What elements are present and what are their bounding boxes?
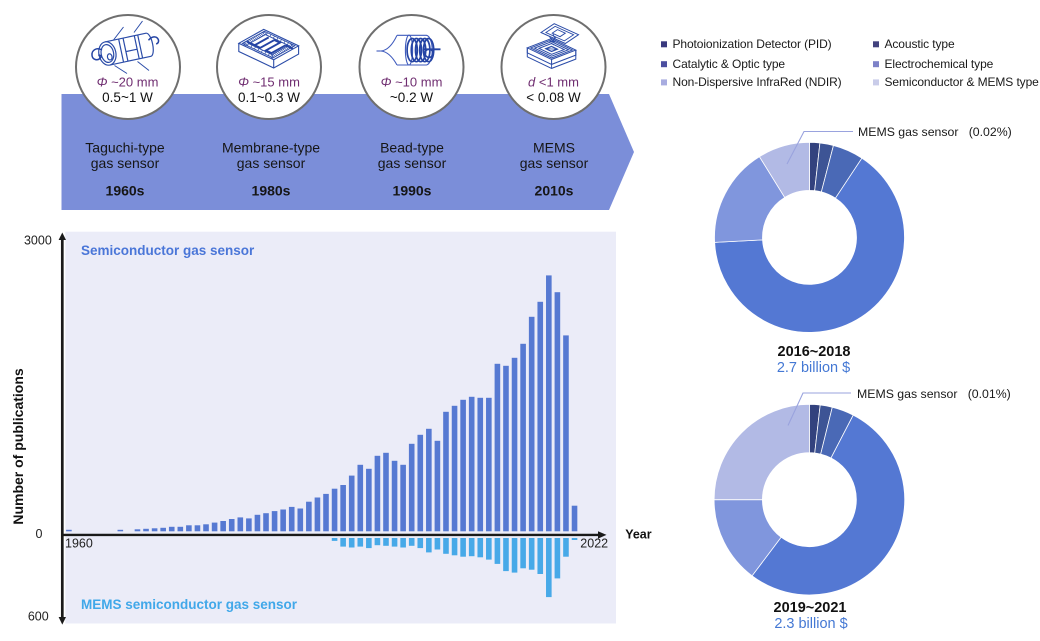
svg-text:Acoustic type: Acoustic type [885,37,955,51]
svg-text:Photoionization Detector (PID): Photoionization Detector (PID) [673,37,832,51]
svg-text:Taguchi-type: Taguchi-type [85,140,165,156]
svg-text:< 0.08 W: < 0.08 W [526,90,581,105]
svg-text:3000: 3000 [24,234,52,248]
svg-text:Number of publications: Number of publications [10,368,26,525]
svg-text:MEMS gas sensor (0.02%): MEMS gas sensor (0.02%) [858,125,1012,139]
svg-text:Φ ~10 mm: Φ ~10 mm [381,74,443,89]
svg-text:MEMS gas sensor (0.01%): MEMS gas sensor (0.01%) [857,387,1011,401]
svg-text:Semiconductor & MEMS type: Semiconductor & MEMS type [885,75,1040,89]
svg-text:1980s: 1980s [252,183,291,199]
svg-text:0.5~1 W: 0.5~1 W [102,90,153,105]
svg-text:2016~2018: 2016~2018 [778,344,851,360]
svg-text:MEMS semiconductor gas sensor: MEMS semiconductor gas sensor [81,597,298,612]
svg-text:2010s: 2010s [535,183,574,199]
svg-text:gas sensor: gas sensor [378,155,447,171]
svg-text:0: 0 [36,527,43,541]
svg-text:1960s: 1960s [106,183,145,199]
svg-text:~0.2 W: ~0.2 W [390,90,433,105]
svg-text:1960: 1960 [65,537,93,551]
svg-text:Non-Dispersive InfraRed (NDIR): Non-Dispersive InfraRed (NDIR) [673,75,842,89]
svg-text:Φ ~15 mm: Φ ~15 mm [238,74,300,89]
svg-text:gas sensor: gas sensor [91,155,160,171]
svg-text:Electrochemical type: Electrochemical type [885,57,994,71]
svg-text:Φ ~20 mm: Φ ~20 mm [97,74,159,89]
svg-text:gas sensor: gas sensor [237,155,306,171]
svg-text:Semiconductor gas sensor: Semiconductor gas sensor [81,243,255,258]
svg-text:2019~2021: 2019~2021 [774,600,847,616]
svg-text:2022: 2022 [580,537,608,551]
svg-text:Catalytic & Optic type: Catalytic & Optic type [673,57,786,71]
svg-text:gas sensor: gas sensor [520,155,589,171]
svg-text:MEMS: MEMS [533,140,575,156]
svg-text:0.1~0.3 W: 0.1~0.3 W [238,90,300,105]
svg-text:2.7 billion $: 2.7 billion $ [777,360,850,376]
svg-text:Bead-type: Bead-type [380,140,444,156]
svg-text:1990s: 1990s [393,183,432,199]
svg-text:600: 600 [28,610,49,624]
svg-text:Year: Year [625,527,652,541]
svg-text:2.3 billion $: 2.3 billion $ [774,616,847,632]
svg-text:Membrane-type: Membrane-type [222,140,320,156]
svg-text:d <1 mm: d <1 mm [528,74,579,89]
